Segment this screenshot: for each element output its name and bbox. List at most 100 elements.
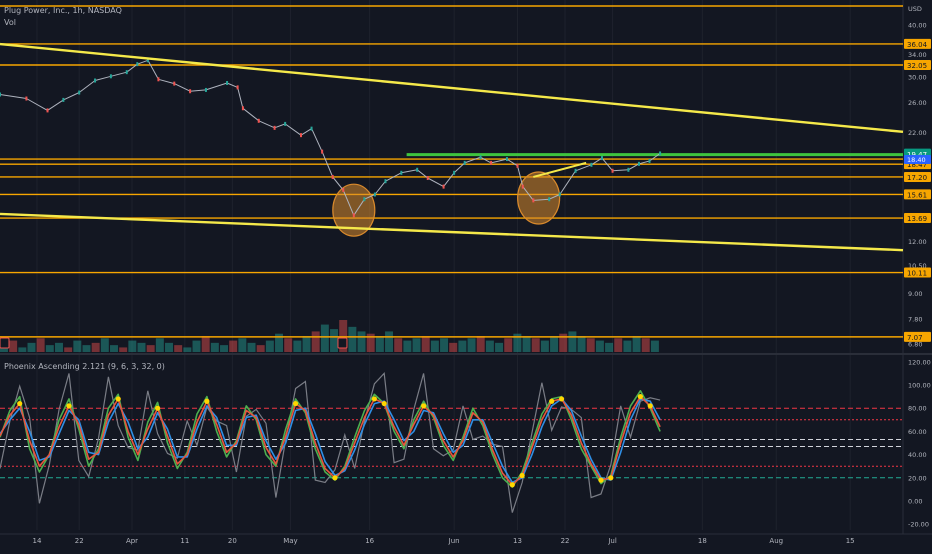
price-candle	[342, 187, 345, 192]
price-axis-tick-label: 6.80	[908, 340, 922, 348]
volume-bar	[110, 345, 118, 352]
volume-bar	[375, 336, 384, 352]
volume-bar	[210, 342, 219, 352]
oscillator-signal-dot	[371, 396, 377, 402]
volume-bar	[36, 338, 45, 352]
secondary-price-badge-text: 18.40	[907, 156, 926, 164]
price-candle	[426, 176, 429, 181]
volume-bar	[247, 342, 256, 352]
price-candle	[590, 162, 593, 167]
price-candle	[125, 70, 128, 75]
oscillator-signal-dot	[598, 477, 604, 483]
price-candle	[601, 156, 603, 161]
oscillator-signal-dot	[647, 403, 653, 409]
level-price-badge	[904, 267, 931, 278]
price-candle	[321, 149, 324, 154]
volume-bar	[275, 333, 284, 352]
price-axis-tick-label: 40.00	[908, 22, 927, 30]
level-price-badge-text: 15.61	[907, 191, 927, 199]
time-axis-label: 22	[561, 537, 570, 545]
oscillator-signal-dot	[608, 475, 614, 481]
price-candle	[146, 58, 149, 63]
volume-bar	[174, 345, 183, 352]
oscillator-axis-tick-label: 0.00	[908, 498, 922, 506]
price-candle	[442, 184, 445, 189]
volume-bar	[220, 345, 228, 352]
earnings-marker-icon	[337, 337, 348, 349]
price-candle	[157, 77, 160, 82]
volume-bar	[339, 320, 348, 352]
volume-bar	[586, 338, 595, 352]
price-candle	[516, 163, 519, 168]
volume-bar	[201, 336, 210, 352]
trendline	[0, 42, 904, 134]
volume-bar	[229, 340, 238, 352]
time-axis-label: Jun	[448, 537, 460, 545]
price-candle	[463, 160, 466, 165]
volume-bar	[614, 338, 623, 352]
price-candle	[189, 89, 192, 94]
volume-bar	[82, 345, 91, 352]
price-candle	[236, 85, 239, 90]
time-axis-label: 20	[228, 537, 237, 545]
volume-bar	[0, 345, 8, 352]
volume-bar	[27, 342, 36, 352]
oscillator-grey-line	[0, 372, 661, 513]
oscillator-signal-dot	[519, 472, 525, 479]
price-candle	[241, 106, 244, 111]
level-price-badge	[904, 59, 931, 70]
oscillator-axis-tick-label: 40.00	[908, 451, 927, 459]
indicator-label[interactable]: Phoenix Ascending 2.121 (9, 6, 3, 32, 0)	[4, 362, 165, 371]
secondary-price-badge	[904, 155, 931, 165]
price-candle	[94, 78, 97, 83]
oscillator-axis-tick-label: 120.00	[908, 358, 931, 366]
oscillator-axis-tick-label: -20.00	[908, 521, 929, 529]
volume-bar	[119, 347, 128, 352]
oscillator-blue-line	[0, 398, 661, 484]
price-candle	[627, 167, 630, 172]
price-candle	[25, 96, 28, 101]
symbol-title[interactable]: Plug Power, Inc., 1h, NASDAQ	[4, 6, 122, 15]
time-axis-label: 11	[180, 537, 189, 545]
price-candle	[574, 168, 577, 173]
price-candle	[331, 174, 334, 179]
volume-bar	[650, 340, 659, 352]
oscillator-signal-dot	[637, 394, 643, 400]
volume-bar	[513, 333, 522, 352]
volume-bar	[45, 345, 54, 352]
oscillator-axis-tick-label: 60.00	[908, 428, 927, 436]
volume-bar	[421, 336, 430, 352]
earnings-marker-icon	[0, 337, 10, 349]
oscillator-signal-dot	[421, 403, 427, 409]
time-axis-label: Jul	[607, 537, 617, 545]
price-candle	[62, 97, 65, 102]
price-axis-tick-label: 7.80	[908, 316, 922, 324]
level-price-badge-text: 7.07	[907, 334, 923, 342]
time-axis-label: 22	[75, 537, 84, 545]
time-axis-label: 15	[846, 537, 855, 545]
volume-bar	[330, 329, 339, 352]
time-axis-label: Aug	[769, 537, 783, 545]
price-candle	[0, 92, 1, 97]
volume-bar	[467, 338, 476, 352]
volume-bar	[183, 347, 192, 352]
level-price-badge	[904, 331, 931, 342]
volume-bar	[595, 340, 604, 352]
price-candle	[226, 80, 229, 85]
volume-bar	[531, 338, 540, 352]
price-axis-tick-label: 10.50	[908, 262, 927, 270]
volume-bar	[265, 340, 274, 352]
price-candle	[532, 198, 535, 203]
oscillator-signal-dot	[509, 482, 515, 488]
level-price-badge-text: 18.47	[907, 161, 927, 169]
volume-bar	[366, 333, 375, 352]
volume-bar	[155, 338, 164, 352]
price-candle	[548, 197, 551, 202]
volume-bar	[238, 338, 247, 352]
volume-bar	[605, 342, 614, 352]
price-candle	[490, 160, 493, 165]
oscillator-signal-dot	[558, 396, 565, 402]
oscillator-signal-dot	[381, 400, 387, 407]
price-axis-tick-label: 34.00	[908, 51, 927, 59]
